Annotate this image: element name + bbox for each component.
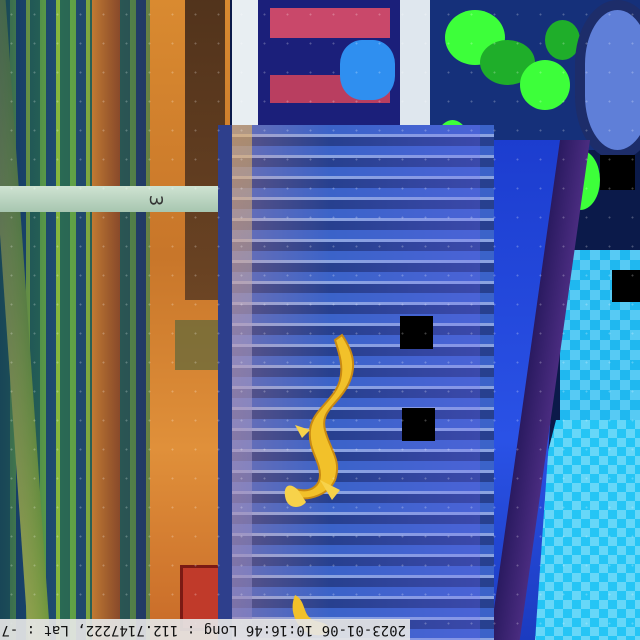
privacy-mask bbox=[600, 155, 635, 190]
timestamp-overlay: 2023-01-06 10:16:46 Long : 112.7147222, … bbox=[0, 619, 410, 640]
plant-leaf bbox=[520, 60, 570, 110]
privacy-mask bbox=[400, 316, 433, 349]
beam-number-mark: 3 bbox=[145, 194, 167, 207]
tire bbox=[575, 0, 640, 160]
grille-rail bbox=[232, 125, 252, 640]
metal-grille bbox=[218, 125, 494, 640]
left-wall-shade bbox=[0, 0, 150, 640]
plant-leaf bbox=[545, 20, 580, 60]
privacy-mask bbox=[612, 270, 640, 302]
blue-object bbox=[340, 40, 395, 100]
privacy-mask bbox=[402, 408, 435, 441]
dragon-figure bbox=[284, 333, 355, 507]
white-post bbox=[232, 0, 258, 135]
grille-tint bbox=[232, 125, 480, 640]
pink-furniture-top bbox=[270, 8, 390, 38]
small-table bbox=[175, 320, 220, 370]
horizontal-beam bbox=[0, 186, 225, 212]
